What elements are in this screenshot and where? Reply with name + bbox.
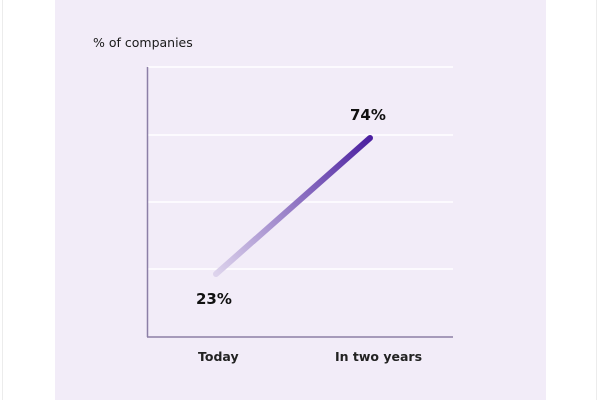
- x-label-two-years: In two years: [335, 349, 423, 364]
- data-label-today: 23%: [196, 290, 232, 308]
- chart-panel: % of companies 23% 74% Today In two year…: [55, 0, 546, 400]
- gridlines: [148, 66, 453, 270]
- chart-caption-clipped: [55, 392, 546, 400]
- y-axis-label: % of companies: [93, 35, 193, 50]
- data-line: [213, 135, 373, 277]
- data-label-two-years: 74%: [350, 106, 386, 124]
- line-chart: [146, 66, 453, 338]
- x-label-today: Today: [198, 349, 239, 364]
